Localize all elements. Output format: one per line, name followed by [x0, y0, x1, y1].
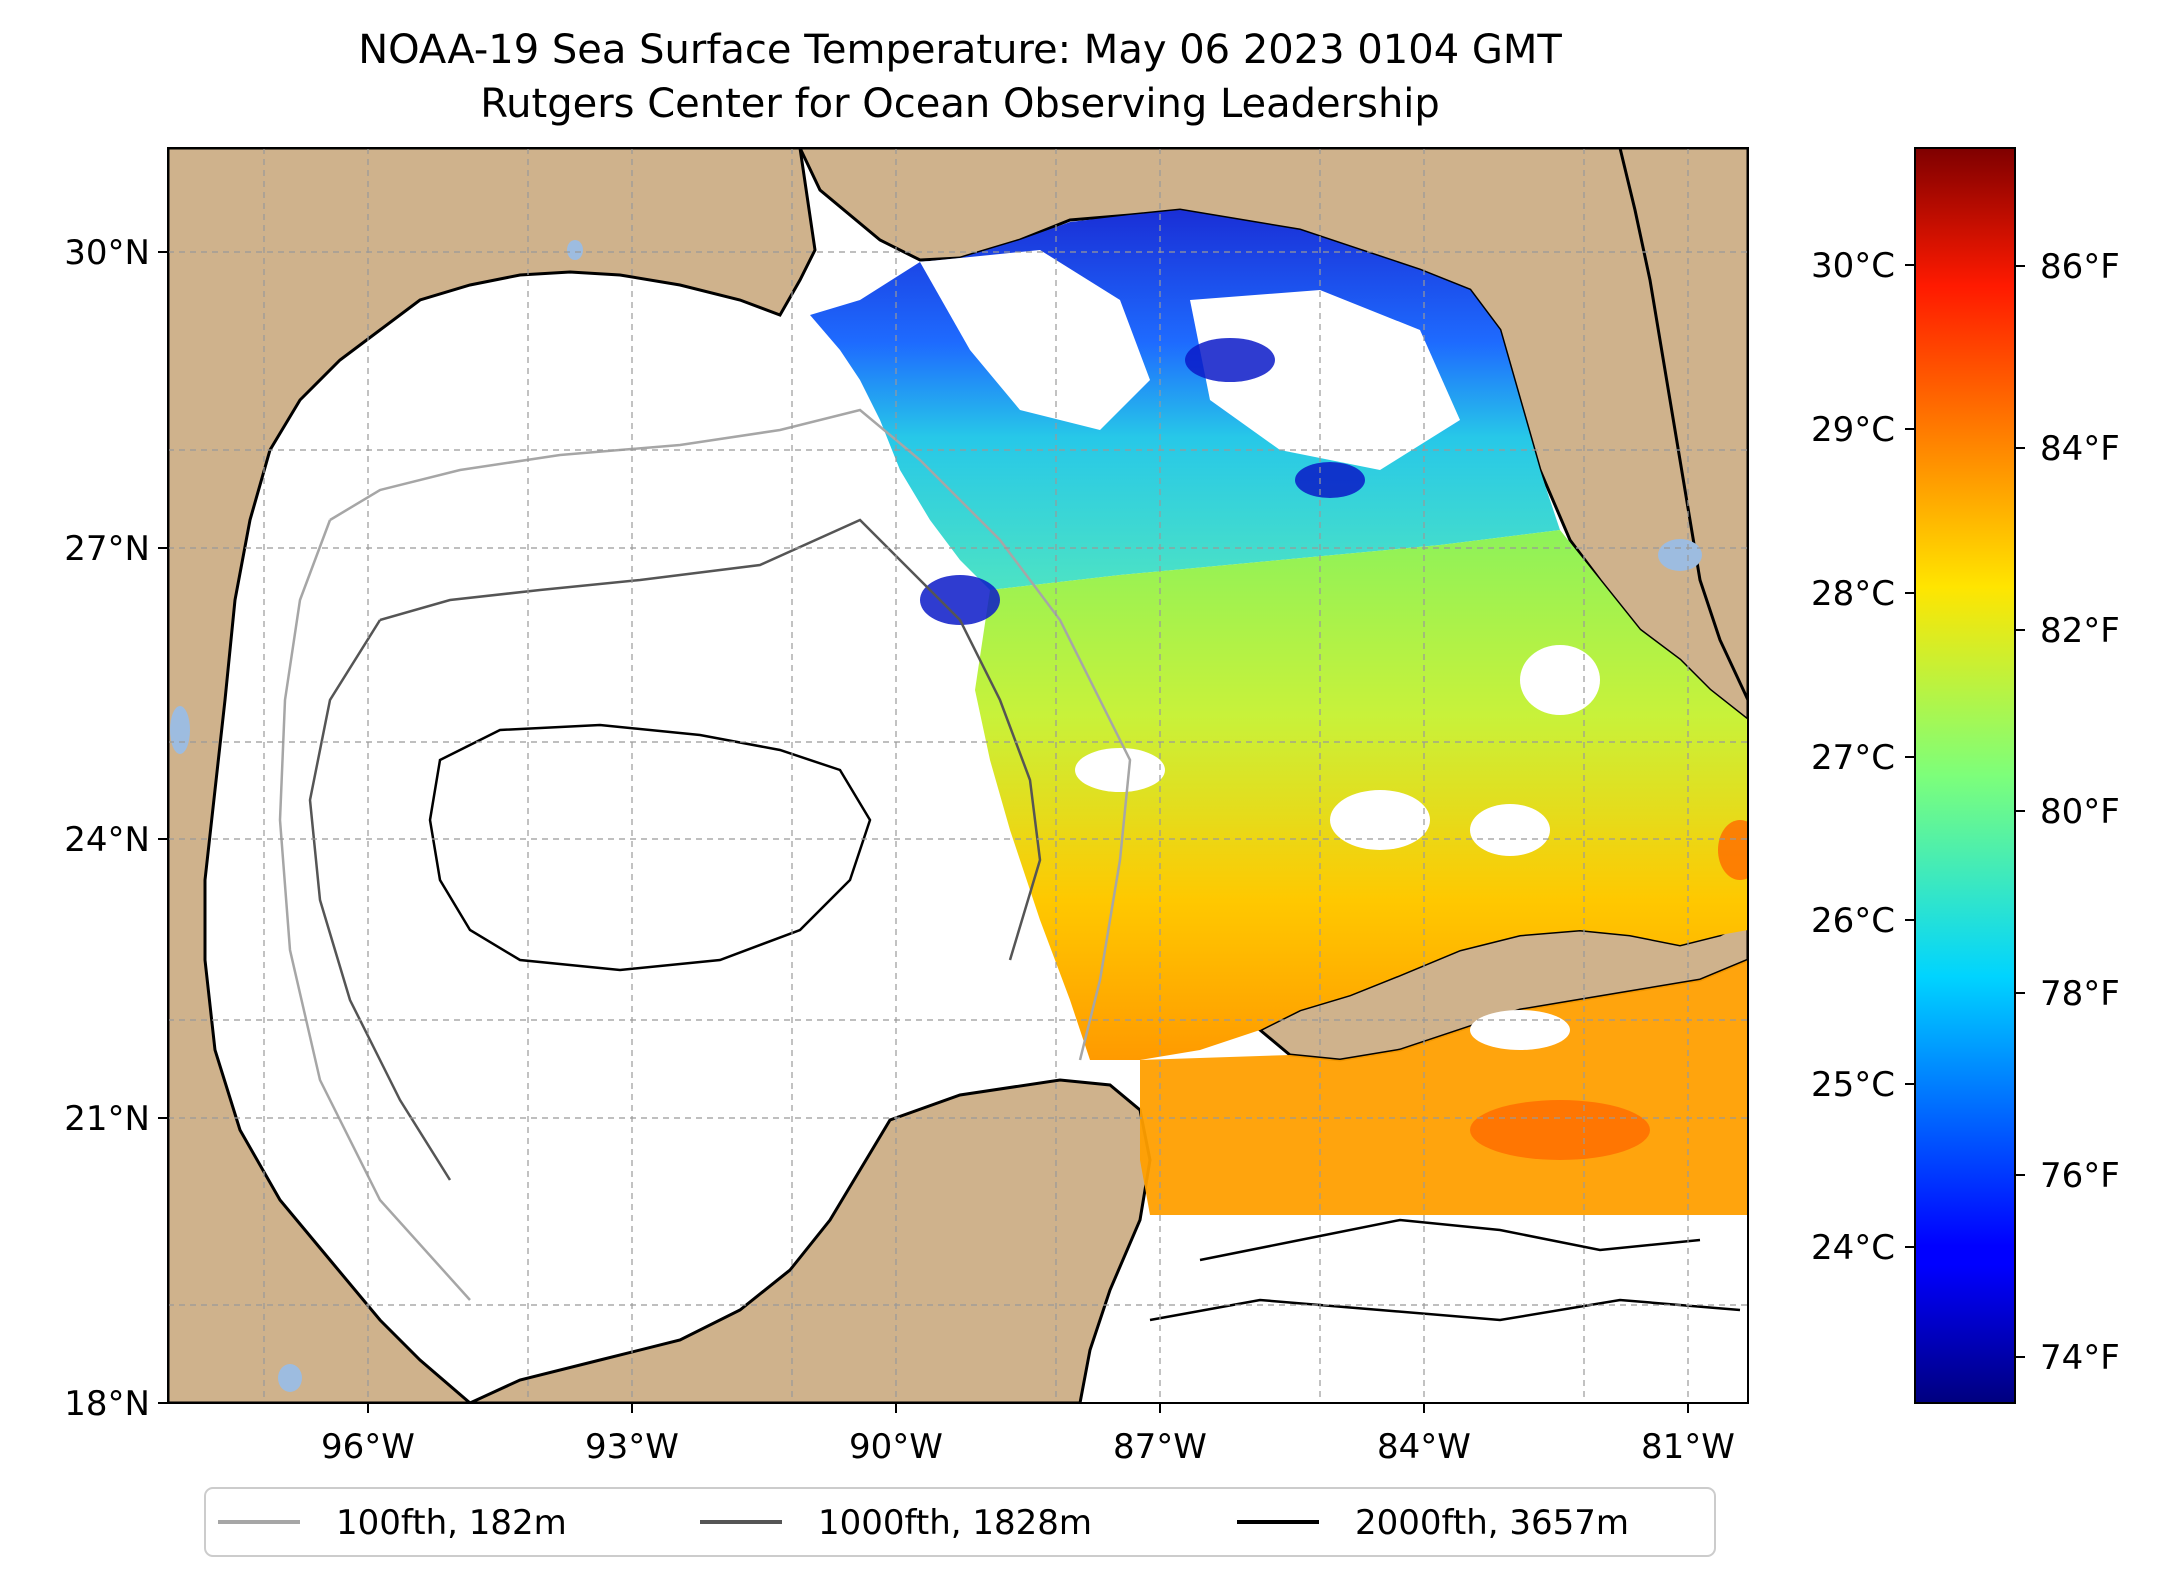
lon-tick-label: 84°W	[1377, 1427, 1471, 1467]
lon-tick-label: 90°W	[849, 1427, 943, 1467]
fahrenheit-tick-label: 76°F	[2040, 1156, 2120, 1196]
map-subtitle: Rutgers Center for Ocean Observing Leade…	[480, 81, 1440, 127]
lat-tick-label: 30°N	[64, 233, 150, 273]
fahrenheit-tick-label: 86°F	[2040, 247, 2120, 287]
celsius-tick-label: 30°C	[1811, 246, 1895, 286]
fahrenheit-tick-label: 74°F	[2040, 1338, 2120, 1378]
legend-label: 1000fth, 1828m	[818, 1503, 1092, 1543]
lon-axis	[367, 1403, 1689, 1413]
fahrenheit-tick-label: 84°F	[2040, 429, 2120, 469]
lat-tick-label: 18°N	[64, 1384, 150, 1424]
lat-axis	[158, 251, 168, 1404]
contour-2000fth	[428, 723, 872, 972]
celsius-tick-label: 29°C	[1811, 410, 1895, 450]
fahrenheit-tick-label: 82°F	[2040, 611, 2120, 651]
lon-tick-label: 87°W	[1113, 1427, 1207, 1467]
contour-100fth	[278, 408, 1132, 1301]
land-masses	[168, 148, 1748, 1403]
sst-swath	[810, 210, 1748, 1215]
legend-label: 2000fth, 3657m	[1355, 1503, 1629, 1543]
lon-tick-label: 96°W	[321, 1427, 415, 1467]
bathymetry-contours	[278, 408, 1741, 1322]
lon-tick-label: 93°W	[585, 1427, 679, 1467]
gridlines	[168, 148, 1748, 1403]
fahrenheit-tick-label: 78°F	[2040, 974, 2120, 1014]
legend: 100fth, 182m 1000fth, 1828m 2000fth, 365…	[204, 1487, 1716, 1557]
celsius-tick-label: 24°C	[1811, 1228, 1895, 1268]
lakes	[170, 240, 1702, 1392]
celsius-tick-label: 26°C	[1811, 901, 1895, 941]
celsius-tick-label: 27°C	[1811, 738, 1895, 778]
legend-label: 100fth, 182m	[336, 1503, 567, 1543]
celsius-tick-label: 28°C	[1811, 574, 1895, 614]
lon-tick-label: 81°W	[1641, 1427, 1735, 1467]
legend-box	[204, 1487, 1716, 1557]
fahrenheit-tick-label: 80°F	[2040, 792, 2120, 832]
map-frame	[167, 147, 1749, 1404]
colorbar: 30°C 29°C 28°C 27°C 26°C 25°C 24°C 86°F …	[1811, 147, 2120, 1404]
lat-tick-label: 27°N	[64, 529, 150, 569]
colorbar-gradient	[1914, 147, 2016, 1404]
lat-tick-label: 21°N	[64, 1099, 150, 1139]
celsius-tick-label: 25°C	[1811, 1065, 1895, 1105]
map-area	[168, 148, 1748, 1403]
contour-1000fth	[308, 518, 1042, 1181]
map-title: NOAA-19 Sea Surface Temperature: May 06 …	[358, 27, 1562, 73]
lat-tick-label: 24°N	[64, 820, 150, 860]
